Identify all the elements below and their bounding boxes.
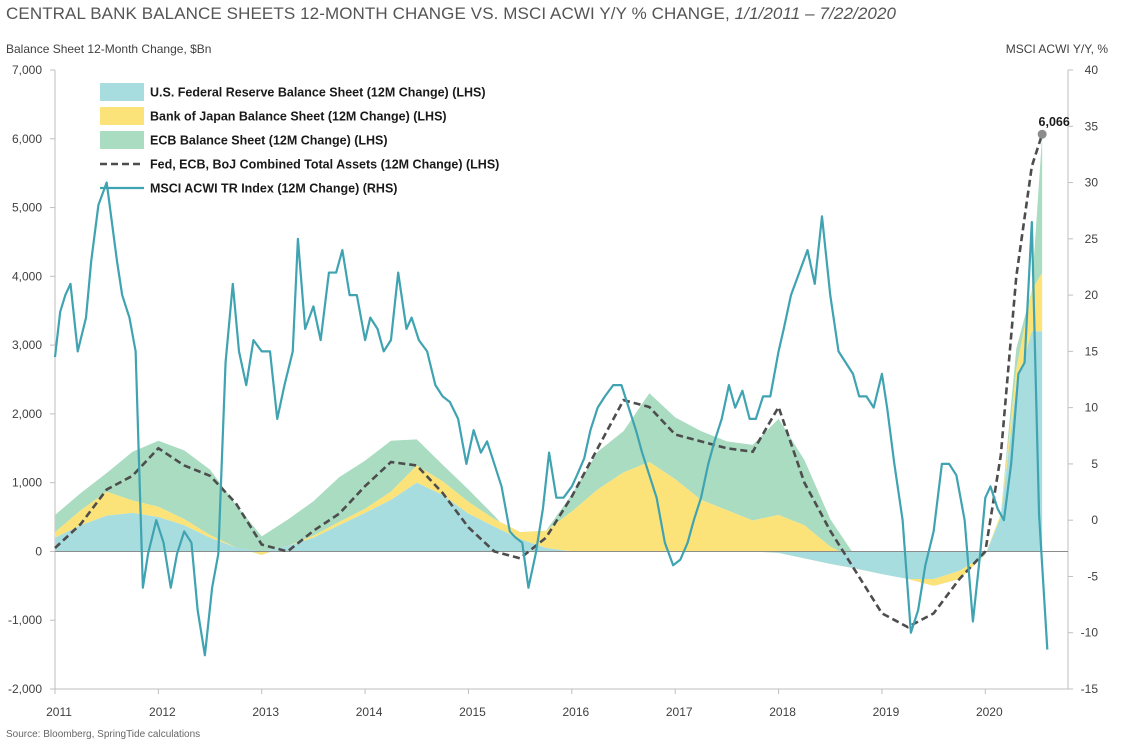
x-tick-label: 2012 — [149, 705, 176, 719]
legend-label-ecb: ECB Balance Sheet (12M Change) (LHS) — [150, 134, 388, 148]
right-axis-title: MSCI ACWI Y/Y, % — [1005, 42, 1108, 56]
x-tick-label: 2020 — [976, 705, 1003, 719]
legend-label-msci: MSCI ACWI TR Index (12M Change) (RHS) — [150, 182, 397, 196]
left-axis-title: Balance Sheet 12-Month Change, $Bn — [6, 42, 212, 56]
annotation-label: 6,066 — [1039, 115, 1070, 129]
legend-swatch-ecb — [100, 131, 144, 149]
right-tick-label: 30 — [1085, 176, 1099, 190]
ecb-area — [55, 135, 1043, 586]
annotation-marker — [1037, 129, 1047, 139]
x-tick-label: 2015 — [459, 705, 486, 719]
right-tick-label: -15 — [1081, 682, 1099, 696]
right-tick-label: 20 — [1085, 288, 1099, 302]
right-tick-label: 40 — [1085, 63, 1099, 77]
legend-swatch-fed — [100, 83, 144, 101]
right-tick-label: 10 — [1085, 401, 1099, 415]
msci-line — [53, 181, 1049, 657]
left-tick-label: -2,000 — [8, 682, 42, 696]
x-tick-label: 2014 — [356, 705, 383, 719]
right-tick-label: 25 — [1085, 232, 1099, 246]
combined-total-line — [54, 133, 1044, 629]
legend-swatch-boj — [100, 107, 144, 125]
legend-label-fed: U.S. Federal Reserve Balance Sheet (12M … — [150, 86, 486, 100]
left-tick-label: 1,000 — [12, 476, 42, 490]
right-tick-label: -5 — [1087, 569, 1098, 583]
right-tick-label: -10 — [1081, 626, 1099, 640]
legend-label-combined: Fed, ECB, BoJ Combined Total Assets (12M… — [150, 158, 499, 172]
legend-label-boj: Bank of Japan Balance Sheet (12M Change)… — [150, 110, 447, 124]
x-tick-label: 2018 — [769, 705, 796, 719]
left-tick-label: 6,000 — [12, 132, 42, 146]
left-tick-label: 7,000 — [12, 63, 42, 77]
right-tick-label: 15 — [1085, 344, 1099, 358]
right-tick-label: 5 — [1091, 457, 1098, 471]
source-note: Source: Bloomberg, SpringTide calculatio… — [6, 729, 201, 740]
right-tick-label: 0 — [1091, 513, 1098, 527]
right-tick-label: 35 — [1085, 119, 1099, 133]
x-tick-label: 2011 — [46, 705, 72, 719]
x-tick-label: 2016 — [562, 705, 589, 719]
x-tick-label: 2017 — [666, 705, 693, 719]
x-tick-label: 2019 — [873, 705, 900, 719]
left-tick-label: 5,000 — [12, 201, 42, 215]
left-tick-label: 2,000 — [12, 407, 42, 421]
fed-area — [55, 331, 1043, 579]
x-tick-label: 2013 — [252, 705, 279, 719]
left-tick-label: -1,000 — [8, 613, 42, 627]
left-tick-label: 3,000 — [12, 338, 42, 352]
left-tick-label: 4,000 — [12, 269, 42, 283]
left-tick-label: 0 — [35, 544, 42, 558]
chart-title: CENTRAL BANK BALANCE SHEETS 12-MONTH CHA… — [6, 4, 897, 23]
